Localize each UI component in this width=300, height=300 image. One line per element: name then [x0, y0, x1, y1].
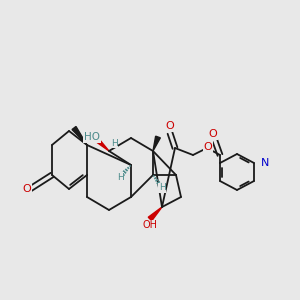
- Text: N: N: [261, 158, 269, 168]
- Polygon shape: [148, 207, 162, 221]
- Text: H: H: [111, 139, 117, 148]
- Text: O: O: [208, 129, 217, 139]
- Text: O: O: [204, 142, 212, 152]
- Polygon shape: [72, 127, 87, 145]
- Text: HO: HO: [84, 132, 100, 142]
- Text: H: H: [159, 184, 165, 193]
- Text: OH: OH: [142, 220, 158, 230]
- Polygon shape: [153, 136, 160, 151]
- Polygon shape: [93, 136, 109, 151]
- Text: H: H: [117, 172, 123, 182]
- Text: O: O: [22, 184, 32, 194]
- Text: O: O: [166, 121, 174, 131]
